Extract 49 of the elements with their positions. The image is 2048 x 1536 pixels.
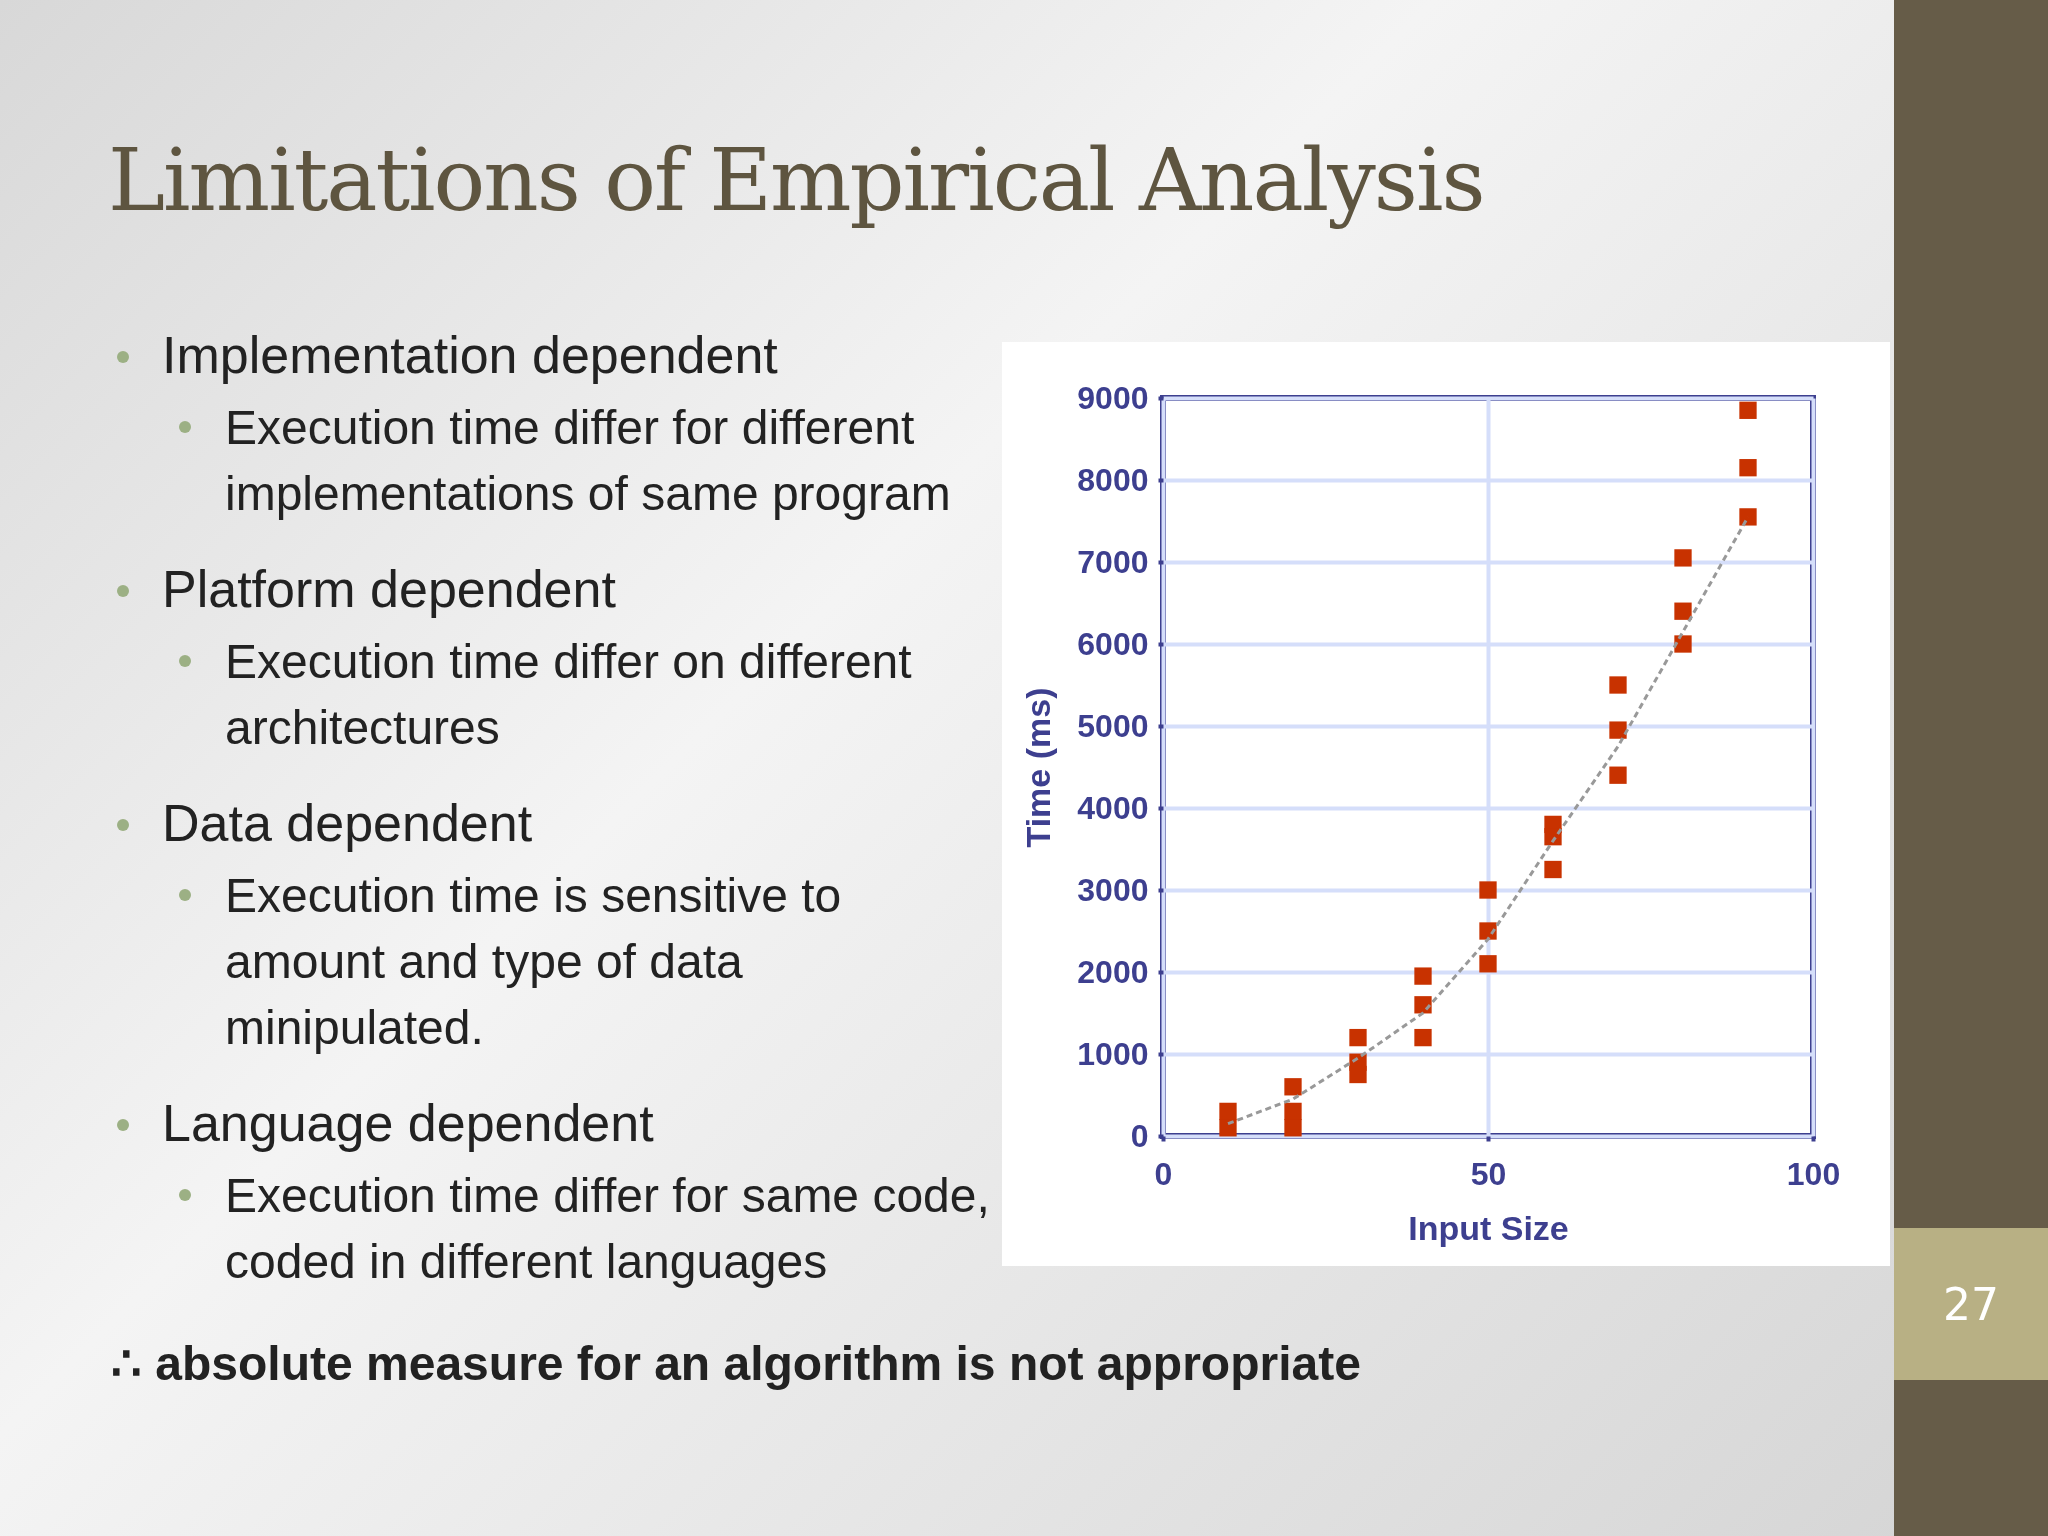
y-tick-label: 4000 <box>1077 789 1149 826</box>
text: Data dependent <box>161 793 534 853</box>
point <box>1284 1102 1302 1121</box>
text: Execution time differ on different architectures <box>224 634 913 756</box>
y-tick-label: 5000 <box>1077 707 1149 744</box>
point <box>1674 602 1692 620</box>
point <box>1349 1028 1367 1047</box>
text: Execution time differ for different implementations of same program <box>224 400 952 522</box>
x-tick-label: 100 <box>1786 1155 1841 1192</box>
point <box>1739 459 1757 477</box>
point <box>1219 1102 1237 1121</box>
point <box>1609 721 1627 739</box>
point <box>1414 996 1432 1014</box>
point <box>1219 1119 1237 1137</box>
y-tick-label: 6000 <box>1077 625 1149 662</box>
y-tick-label: 1000 <box>1077 1035 1149 1072</box>
point <box>1349 1065 1367 1084</box>
point <box>1479 881 1497 899</box>
point <box>1479 955 1497 973</box>
chart-title: Limitations of Empirical Analysis <box>108 130 1484 230</box>
point <box>1284 1078 1302 1096</box>
point <box>1674 635 1692 653</box>
point <box>1739 508 1757 526</box>
text: Execution time differ for same code, coded in different languages <box>224 1168 991 1290</box>
text: Platform dependent <box>161 559 617 619</box>
point <box>1479 922 1497 940</box>
y-axis-title: Time (ms) <box>1019 687 1058 848</box>
y-tick-label: 8000 <box>1077 461 1149 498</box>
x-axis-title: Input Size <box>1408 1208 1569 1247</box>
point <box>1414 967 1432 985</box>
point <box>1609 766 1627 784</box>
point <box>1414 1028 1432 1047</box>
x-tick-label: 0 <box>1154 1155 1173 1192</box>
text: Execution time is sensitive to amount and type of data minipulated. <box>224 868 843 1056</box>
point <box>1739 401 1757 419</box>
text: Implementation dependent <box>161 325 779 385</box>
y-tick-label: 3000 <box>1077 871 1149 908</box>
x-tick-label: 50 <box>1470 1155 1507 1192</box>
point <box>1544 860 1562 879</box>
y-tick-label: 0 <box>1130 1117 1149 1154</box>
y-tick-label: 2000 <box>1077 953 1149 990</box>
text: Language dependent <box>161 1093 655 1153</box>
y-tick-label: 7000 <box>1077 543 1149 580</box>
text: 27 <box>1894 1228 2048 1380</box>
point <box>1674 549 1692 567</box>
point <box>1609 676 1627 694</box>
point <box>1284 1119 1302 1137</box>
y-tick-label: 9000 <box>1077 379 1149 416</box>
text: ∴ absolute measure for an algorithm is not appropriate <box>111 1336 1361 1391</box>
